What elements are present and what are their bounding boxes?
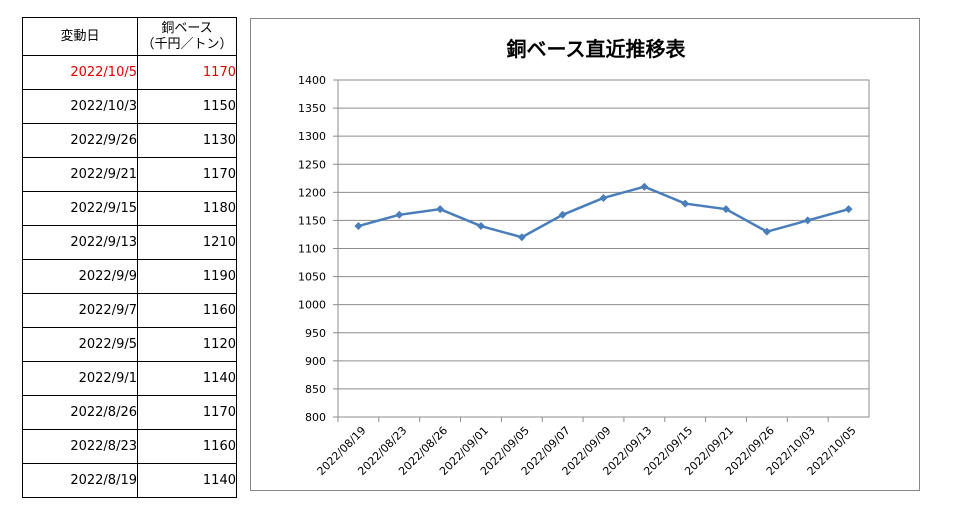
data-point [476, 222, 485, 231]
table-row: 2022/9/26 1130 [22, 123, 237, 158]
row-date: 2022/8/19 [22, 463, 138, 498]
y-tick-label: 800 [305, 411, 326, 424]
table-row: 2022/9/1 1140 [22, 361, 237, 396]
row-value: 1160 [137, 429, 237, 464]
table-row: 2022/8/23 1160 [22, 429, 237, 464]
chart-x-ticks: 2022/08/192022/08/232022/08/262022/09/01… [315, 424, 859, 478]
y-tick-label: 1100 [298, 243, 326, 256]
row-value: 1190 [137, 259, 237, 294]
row-date: 2022/9/13 [22, 225, 138, 260]
y-tick-label: 1150 [298, 214, 326, 227]
table-row: 2022/9/15 1180 [22, 191, 237, 226]
table-row: 2022/9/9 1190 [22, 259, 237, 294]
table-row: 2022/8/19 1140 [22, 463, 237, 498]
y-tick-label: 850 [305, 383, 326, 396]
chart-title: 銅ベース直近推移表 [507, 37, 687, 61]
row-value: 1180 [137, 191, 237, 226]
y-tick-label: 900 [305, 355, 326, 368]
data-point [599, 193, 608, 202]
chart-series [354, 182, 853, 242]
row-date: 2022/9/15 [22, 191, 138, 226]
row-value: 1140 [137, 361, 237, 396]
table-row: 2022/9/5 1120 [22, 327, 237, 362]
table-row: 2022/8/26 1170 [22, 395, 237, 430]
row-value: 1210 [137, 225, 237, 260]
row-value: 1150 [137, 89, 237, 124]
row-date: 2022/9/26 [22, 123, 138, 158]
price-table: 変動日 銅ベース （千円／トン） 2022/10/5 1170 2022/10/3 1… [22, 17, 237, 498]
row-date: 2022/10/5 [22, 55, 138, 90]
data-point [762, 227, 771, 236]
header-date: 変動日 [22, 17, 138, 56]
table-row: 2022/9/21 1170 [22, 157, 237, 192]
header-value-line1: 銅ベース [161, 20, 213, 36]
row-value: 1140 [137, 463, 237, 498]
data-point [558, 210, 567, 219]
header-value-line2: （千円／トン） [141, 36, 233, 52]
data-point [436, 205, 445, 214]
chart-svg: 銅ベース直近推移表 800 850 900 950 1000 1050 1100 1150 12… [298, 37, 870, 478]
table-row: 2022/9/7 1160 [22, 293, 237, 328]
y-tick-label: 1300 [298, 130, 326, 143]
table-header-row: 変動日 銅ベース （千円／トン） [22, 17, 237, 56]
row-date: 2022/8/23 [22, 429, 138, 464]
row-date: 2022/8/26 [22, 395, 138, 430]
table-body: 2022/10/5 1170 2022/10/3 1150 2022/9/26 1130 2… [22, 55, 237, 498]
row-value: 1120 [137, 327, 237, 362]
chart-gridlines [333, 79, 870, 422]
data-point [354, 222, 363, 231]
row-date: 2022/10/3 [22, 89, 138, 124]
row-date: 2022/9/7 [22, 293, 138, 328]
table-row: 2022/10/5 1170 [22, 55, 237, 90]
row-date: 2022/9/1 [22, 361, 138, 396]
row-date: 2022/9/9 [22, 259, 138, 294]
y-tick-label: 1050 [298, 271, 326, 284]
data-point [640, 182, 649, 191]
data-point [844, 205, 853, 214]
plot-area [337, 79, 870, 418]
row-value: 1130 [137, 123, 237, 158]
header-value: 銅ベース （千円／トン） [137, 17, 237, 56]
y-tick-label: 1400 [298, 74, 326, 87]
data-point [395, 210, 404, 219]
data-point [803, 216, 812, 225]
row-value: 1170 [137, 395, 237, 430]
row-value: 1170 [137, 157, 237, 192]
row-date: 2022/9/21 [22, 157, 138, 192]
y-tick-label: 1000 [298, 299, 326, 312]
data-point [517, 233, 526, 242]
data-point [722, 205, 731, 214]
y-tick-label: 950 [305, 327, 326, 340]
y-tick-label: 1250 [298, 158, 326, 171]
data-point [681, 199, 690, 208]
price-line-chart: 銅ベース直近推移表 800 850 900 950 1000 1050 1100 1150 12… [250, 18, 920, 491]
y-tick-label: 1200 [298, 186, 326, 199]
table-row: 2022/9/13 1210 [22, 225, 237, 260]
y-tick-label: 1350 [298, 102, 326, 115]
table-row: 2022/10/3 1150 [22, 89, 237, 124]
row-value: 1170 [137, 55, 237, 90]
row-value: 1160 [137, 293, 237, 328]
chart-y-ticks: 800 850 900 950 1000 1050 1100 1150 1200 1250 1300… [298, 74, 326, 424]
row-date: 2022/9/5 [22, 327, 138, 362]
